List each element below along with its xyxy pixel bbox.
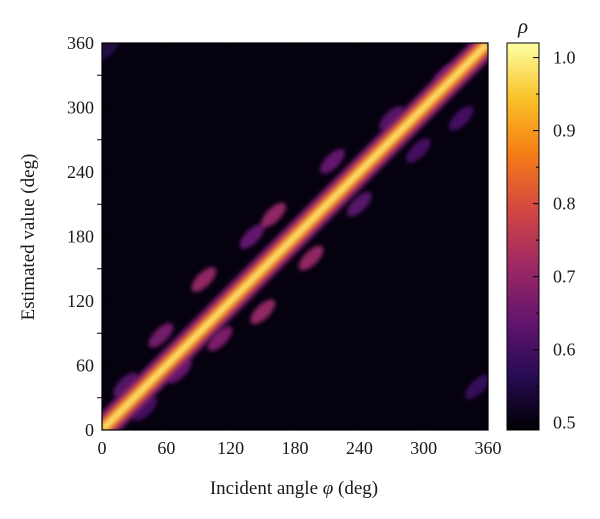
x-tick-label: 120 <box>217 438 244 458</box>
side-lobe-0 <box>113 372 138 398</box>
side-lobe-6 <box>250 299 276 325</box>
y-tick-label: 120 <box>67 291 94 311</box>
y-tick-label: 0 <box>85 420 94 440</box>
x-tick-label: 0 <box>98 438 107 458</box>
side-lobe-12 <box>379 105 404 131</box>
y-tick-label: 60 <box>76 356 94 376</box>
plot-area <box>102 43 488 430</box>
y-tick-label: 300 <box>67 98 94 118</box>
colorbar-gradient <box>506 42 540 431</box>
side-lobe-13 <box>405 138 431 163</box>
side-lobe-11 <box>346 191 372 217</box>
axes: 0 60 120 180 240 300 360 0 60 120 180 240 300 360 <box>67 33 502 458</box>
y-tick-label: 240 <box>67 162 94 182</box>
side-lobe-15 <box>448 105 474 131</box>
colorbar-tick-label: 0.8 <box>553 194 576 214</box>
colorbar-title: ρ <box>517 14 528 38</box>
side-lobe-17 <box>102 43 120 61</box>
y-tick-label: 360 <box>67 33 94 53</box>
x-axis-title: Incident angle φ (deg) <box>210 478 378 499</box>
x-tick-label: 240 <box>346 438 373 458</box>
side-lobe-2 <box>148 323 174 348</box>
side-lobe-8 <box>261 202 286 228</box>
side-lobe-9 <box>298 245 324 271</box>
colorbar: 0.5 0.6 0.7 0.8 0.9 1.0 <box>506 42 576 433</box>
x-tick-label: 360 <box>475 438 502 458</box>
side-lobe-10 <box>320 148 345 174</box>
x-axis-symbol: φ <box>323 478 334 499</box>
diagonal-peak <box>102 43 488 430</box>
colorbar-tick-label: 0.7 <box>553 267 576 287</box>
side-lobe-16 <box>464 374 488 400</box>
side-lobe-5 <box>207 326 233 351</box>
side-lobe-4 <box>191 267 217 292</box>
side-lobe-1 <box>132 396 158 421</box>
diagonal-band-4 <box>102 43 488 430</box>
colorbar-tick-label: 0.6 <box>553 340 576 360</box>
x-tick-label: 60 <box>157 438 175 458</box>
y-tick-label: 180 <box>67 227 94 247</box>
colorbar-tick-label: 1.0 <box>553 48 576 68</box>
x-tick-label: 180 <box>282 438 309 458</box>
side-lobe-7 <box>239 224 265 249</box>
x-tick-label: 300 <box>410 438 437 458</box>
colorbar-tick-label: 0.9 <box>553 121 576 141</box>
colorbar-tick-label: 0.5 <box>553 413 576 433</box>
y-axis-title: Estimated value (deg) <box>18 154 39 321</box>
